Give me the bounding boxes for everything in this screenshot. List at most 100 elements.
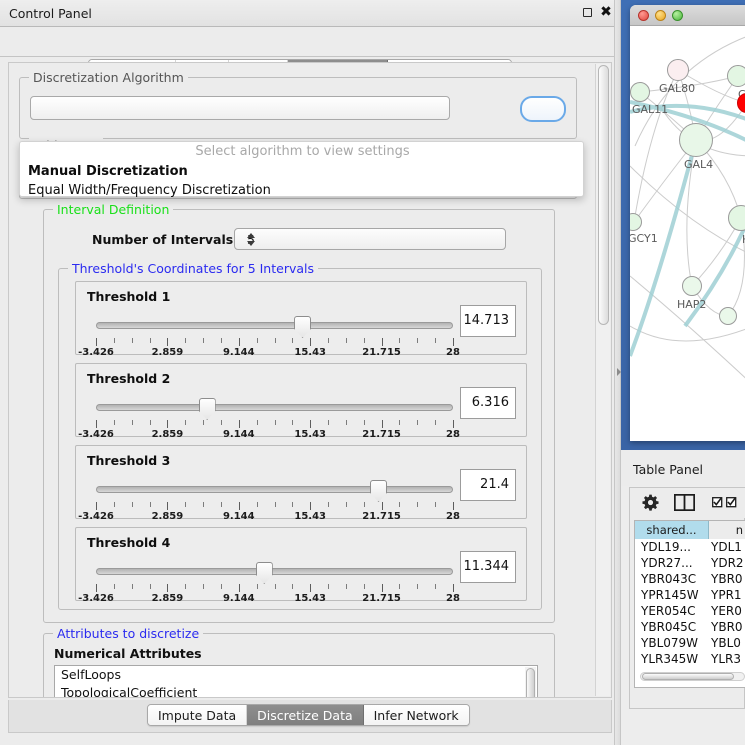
table-row[interactable]: YDR27... YDR2 bbox=[635, 556, 745, 572]
node-label-gal11: GAL11 bbox=[632, 103, 669, 116]
node-gal80[interactable] bbox=[667, 59, 689, 81]
checkbox-icon[interactable] bbox=[712, 496, 724, 508]
number-of-intervals-spinner[interactable]: 5 bbox=[234, 228, 506, 250]
threshold-value-field-3[interactable]: 21.4 bbox=[460, 469, 516, 501]
numerical-attributes-list[interactable]: SelfLoops TopologicalCoefficient Between… bbox=[54, 665, 538, 697]
node-gal11[interactable] bbox=[630, 82, 650, 102]
list-item[interactable]: TopologicalCoefficient bbox=[61, 685, 198, 697]
table-cell: YBL0 bbox=[711, 636, 741, 650]
zoom-traffic-light-icon[interactable] bbox=[672, 10, 683, 21]
slider-thumb[interactable] bbox=[255, 562, 273, 584]
control-panel-scroll-thumb[interactable] bbox=[598, 65, 609, 325]
gear-icon[interactable] bbox=[642, 494, 659, 511]
tick-label: 2.859 bbox=[151, 593, 184, 604]
tick-label: 2.859 bbox=[151, 347, 184, 358]
maximize-icon[interactable] bbox=[583, 8, 592, 17]
threshold-slider-4[interactable]: -3.426 2.859 9.144 15.43 21.715 28 bbox=[78, 560, 460, 604]
slider-track[interactable] bbox=[96, 404, 453, 411]
table-row[interactable]: YBR043C YBR0 bbox=[635, 572, 745, 588]
threshold-slider-2[interactable]: -3.426 2.859 9.144 15.43 21.715 28 bbox=[78, 396, 460, 440]
split-pane-divider[interactable] bbox=[614, 0, 621, 745]
slider-track[interactable] bbox=[96, 486, 453, 493]
threshold-label-2: Threshold 2 bbox=[87, 371, 171, 386]
threshold-box-1: Threshold 1 -3.426 2.859 9.144 15.43 21.715 28… bbox=[75, 281, 527, 358]
threshold-box-2: Threshold 2 -3.426 2.859 9.144 15.43 21.715 28… bbox=[75, 363, 527, 440]
tick-label: 21.715 bbox=[362, 347, 401, 358]
node-ga-partial[interactable] bbox=[727, 65, 745, 87]
table-horizontal-scroll-thumb[interactable] bbox=[642, 673, 734, 680]
node-gal4[interactable] bbox=[679, 123, 713, 157]
tick-label: 15.43 bbox=[294, 511, 326, 522]
tick-label: 15.43 bbox=[294, 429, 326, 440]
tab-infer-network[interactable]: Infer Network bbox=[363, 705, 469, 725]
spinner-arrows-icon[interactable] bbox=[247, 232, 256, 247]
table-cell: YDL1 bbox=[711, 540, 742, 554]
close-icon[interactable]: ✖ bbox=[600, 4, 612, 20]
close-traffic-light-icon[interactable] bbox=[638, 10, 649, 21]
bottom-tabbar: Impute Data Discretize Data Infer Networ… bbox=[8, 700, 612, 733]
table-row[interactable]: YLR345W YLR3 bbox=[635, 652, 745, 668]
table-cell: YBR0 bbox=[711, 572, 743, 586]
tick-label: 9.144 bbox=[222, 429, 255, 440]
slider-track[interactable] bbox=[96, 568, 453, 575]
threshold-slider-1[interactable]: -3.426 2.859 9.144 15.43 21.715 28 bbox=[78, 314, 460, 358]
network-view-window: GAL80 GAL11 GAL4 GCY1 HAP2 GA G H bbox=[630, 5, 745, 441]
algorithm-popup-hint: Select algorithm to view settings bbox=[195, 144, 410, 159]
attributes-list-scroll-thumb[interactable] bbox=[526, 668, 535, 697]
table-row[interactable]: YER054C YER0 bbox=[635, 604, 745, 620]
split-columns-icon[interactable] bbox=[674, 494, 695, 511]
tab-impute-data[interactable]: Impute Data bbox=[148, 705, 248, 725]
menu-item-equal-width-frequency-discretization[interactable]: Equal Width/Frequency Discretization bbox=[28, 183, 271, 198]
node-h-partial[interactable] bbox=[728, 205, 745, 231]
slider-thumb[interactable] bbox=[294, 316, 312, 338]
column-header-shared[interactable]: shared... bbox=[635, 521, 709, 539]
threshold-value-field-2[interactable]: 6.316 bbox=[460, 387, 516, 419]
attributes-list-scrollbar[interactable] bbox=[525, 667, 536, 697]
table-cell: YDL19... bbox=[641, 540, 691, 554]
list-item[interactable]: SelfLoops bbox=[61, 667, 121, 682]
table-cell: YBR045C bbox=[641, 620, 697, 634]
slider-thumb[interactable] bbox=[198, 398, 216, 420]
chevron-right-icon[interactable] bbox=[617, 368, 621, 376]
tick-label: -3.426 bbox=[78, 593, 114, 604]
tick-label: 28 bbox=[446, 429, 460, 440]
slider-tick-labels: -3.426 2.859 9.144 15.43 21.715 28 bbox=[78, 347, 471, 359]
slider-thumb[interactable] bbox=[370, 480, 388, 502]
minimize-traffic-light-icon[interactable] bbox=[655, 10, 666, 21]
tab-discretize-data[interactable]: Discretize Data bbox=[247, 705, 364, 725]
node-hap2[interactable] bbox=[682, 276, 702, 296]
table-row[interactable]: YPR145W YPR1 bbox=[635, 588, 745, 604]
control-panel-scroll-area: Discretization Algorithm Table Data galF… bbox=[9, 63, 595, 697]
table-row[interactable]: YBR045C YBR0 bbox=[635, 620, 745, 636]
table-panel-table[interactable]: shared... n YDL19... YDL1 YDR27... YDR2 YBR0… bbox=[634, 520, 745, 688]
tick-label: 21.715 bbox=[362, 593, 401, 604]
table-panel-toolbar bbox=[630, 488, 745, 518]
algorithm-combo[interactable] bbox=[30, 96, 450, 120]
tick-label: 21.715 bbox=[362, 429, 401, 440]
control-panel-body: Discretization Algorithm Table Data galF… bbox=[8, 62, 612, 698]
table-row[interactable]: YDL19... YDL1 bbox=[635, 540, 745, 556]
algorithm-settings-button[interactable] bbox=[520, 96, 566, 122]
node-unlabeled-bottom[interactable] bbox=[719, 307, 737, 325]
threshold-label-3: Threshold 3 bbox=[87, 453, 171, 468]
table-horizontal-scrollbar[interactable] bbox=[640, 672, 745, 681]
table-panel-title: Table Panel bbox=[633, 462, 704, 477]
tick-label: -3.426 bbox=[78, 511, 114, 522]
algorithm-dropdown-popup[interactable]: Select algorithm to view settings Manual… bbox=[19, 141, 584, 198]
threshold-slider-3[interactable]: -3.426 2.859 9.144 15.43 21.715 28 bbox=[78, 478, 460, 522]
control-panel-window: Control Panel ✖ Network Style Select Cyn… bbox=[0, 0, 620, 733]
slider-track[interactable] bbox=[96, 322, 453, 329]
threshold-value-field-1[interactable]: 14.713 bbox=[460, 305, 516, 337]
slider-tick-labels: -3.426 2.859 9.144 15.43 21.715 28 bbox=[78, 429, 471, 441]
control-panel-title: Control Panel bbox=[9, 6, 92, 21]
threshold-value-field-4[interactable]: 11.344 bbox=[460, 551, 516, 583]
attributes-group-title: Attributes to discretize bbox=[53, 626, 204, 641]
network-canvas[interactable]: GAL80 GAL11 GAL4 GCY1 HAP2 GA G H bbox=[630, 26, 745, 441]
table-row[interactable]: YBL079W YBL0 bbox=[635, 636, 745, 652]
control-panel-scrollbar[interactable] bbox=[595, 64, 610, 696]
column-header-name[interactable]: n bbox=[709, 521, 745, 539]
bottom-tab-strip: Impute Data Discretize Data Infer Networ… bbox=[147, 704, 470, 726]
threshold-coordinates-group: Threshold's Coordinates for 5 Intervals … bbox=[58, 261, 542, 610]
menu-item-manual-discretization[interactable]: Manual Discretization bbox=[28, 164, 188, 179]
checkbox-icon[interactable] bbox=[726, 496, 738, 508]
